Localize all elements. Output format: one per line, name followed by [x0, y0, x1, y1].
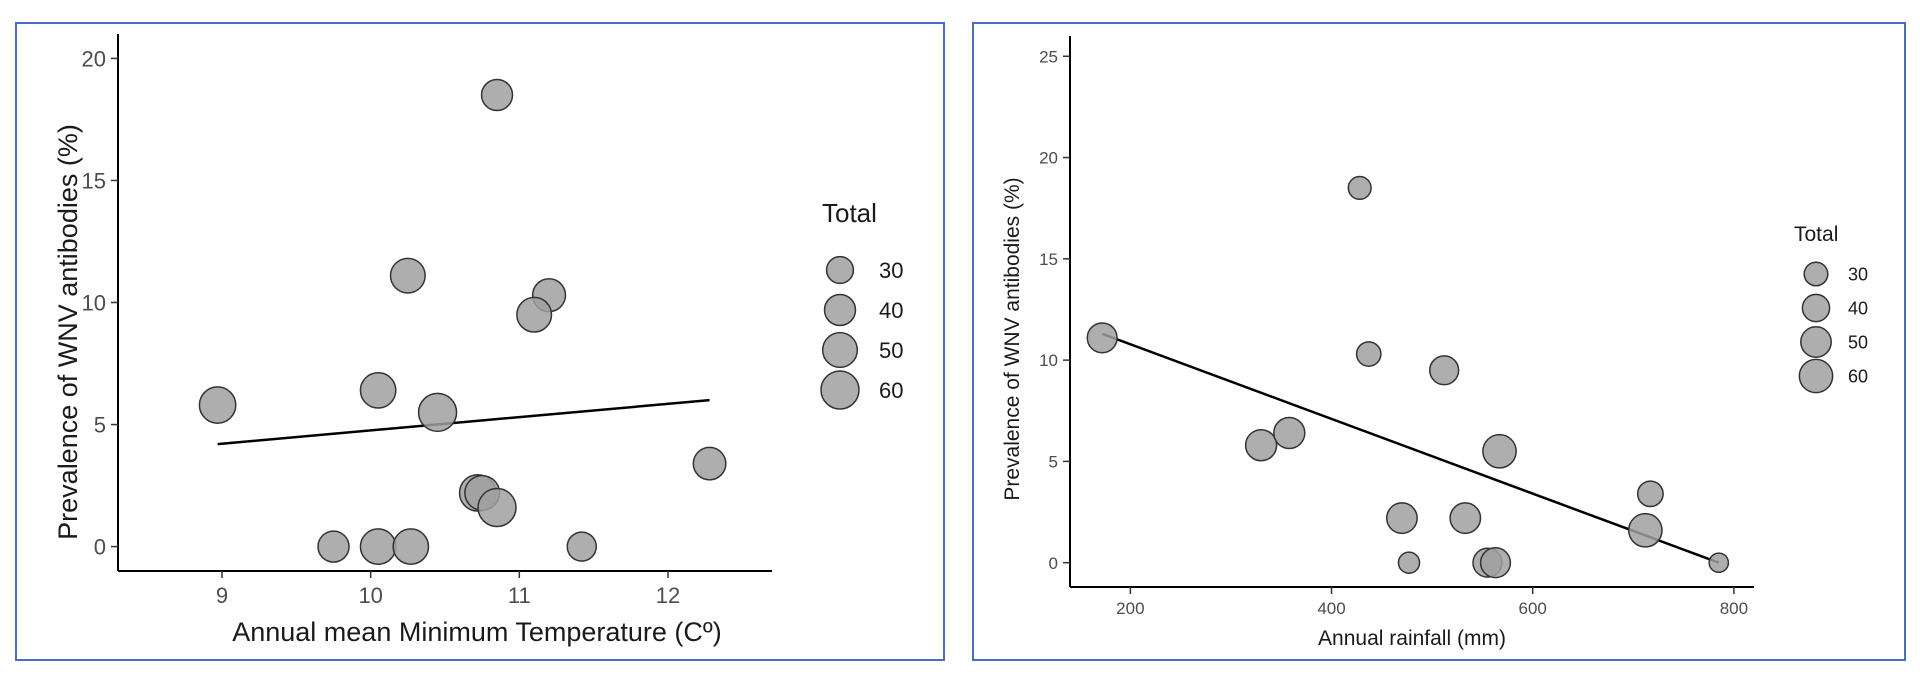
data-point	[1244, 428, 1278, 462]
data-point	[359, 371, 397, 409]
legend-symbol	[1800, 326, 1832, 358]
y-tick-label: 5	[94, 412, 106, 437]
data-point	[392, 528, 430, 566]
data-point	[1482, 433, 1517, 469]
x-tick-label: 200	[1116, 599, 1144, 618]
data-point	[477, 487, 517, 528]
y-tick-label: 20	[1039, 149, 1058, 168]
data-point	[1355, 341, 1382, 367]
legend-symbol	[825, 255, 855, 285]
data-point	[198, 386, 237, 424]
legend-symbol	[1801, 293, 1831, 323]
data-point	[359, 528, 397, 566]
data-point	[1347, 175, 1372, 201]
data-point	[417, 392, 458, 433]
legend-label: 50	[1848, 332, 1868, 352]
legend-symbol	[821, 331, 859, 369]
data-point	[1449, 502, 1482, 535]
x-axis-title: Annual rainfall (mm)	[1318, 627, 1506, 650]
legend-symbol	[1803, 261, 1829, 287]
legend-label: 40	[1848, 298, 1868, 318]
y-tick-label: 5	[1049, 453, 1058, 472]
legend-symbol	[820, 370, 860, 410]
y-tick-label: 10	[1039, 351, 1058, 370]
right-scatter-chart: Annual rainfall (mm) Prevalence of WNV a…	[1001, 36, 1868, 650]
y-tick-label: 10	[82, 290, 106, 315]
legend-title: Total	[822, 198, 877, 228]
data-point	[1708, 552, 1730, 574]
legend-label: 50	[879, 338, 903, 363]
data-point	[1627, 512, 1663, 548]
data-point	[1429, 355, 1460, 386]
right-chart-panel: Annual rainfall (mm) Prevalence of WNV a…	[972, 22, 1906, 661]
trend-line	[217, 398, 710, 446]
x-tick-label: 9	[216, 583, 228, 608]
data-point	[566, 531, 597, 562]
y-axis-title: Prevalence of WNV antibodies (%)	[53, 124, 83, 540]
legend-label: 30	[879, 258, 903, 283]
data-point	[1086, 322, 1118, 354]
left-scatter-chart: Annual mean Minimum Temperature (Cº) Pre…	[53, 34, 903, 647]
legend-label: 60	[1848, 366, 1868, 386]
data-point	[1273, 416, 1306, 450]
x-axis-title: Annual mean Minimum Temperature (Cº)	[232, 617, 722, 647]
data-point	[692, 446, 727, 481]
data-point	[480, 78, 514, 112]
y-tick-label: 15	[82, 168, 106, 193]
data-point	[1636, 480, 1664, 508]
x-tick-label: 800	[1720, 599, 1748, 618]
legend-title: Total	[1794, 223, 1838, 246]
data-point	[1397, 551, 1421, 574]
data-point	[1479, 547, 1512, 579]
legend-label: 60	[879, 378, 903, 403]
y-tick-label: 0	[1049, 554, 1058, 573]
legend-symbol	[1798, 358, 1834, 394]
legend-label: 30	[1848, 264, 1868, 284]
x-tick-label: 600	[1519, 599, 1547, 618]
data-point	[1385, 502, 1418, 535]
y-axis-title: Prevalence of WNV antibodies (%)	[1001, 177, 1024, 500]
y-tick-label: 20	[82, 46, 106, 71]
y-tick-label: 25	[1039, 47, 1058, 66]
data-point	[317, 530, 350, 563]
left-chart-panel: Annual mean Minimum Temperature (Cº) Pre…	[15, 22, 945, 661]
trend-line	[1101, 332, 1720, 564]
x-tick-label: 10	[358, 583, 382, 608]
legend-symbol	[823, 293, 857, 327]
x-tick-label: 12	[656, 583, 680, 608]
data-point	[389, 257, 426, 294]
y-tick-label: 15	[1039, 250, 1058, 269]
legend-label: 40	[879, 298, 903, 323]
data-point	[516, 296, 553, 333]
y-tick-label: 0	[94, 535, 106, 560]
x-tick-label: 11	[508, 583, 531, 608]
x-tick-label: 400	[1317, 599, 1345, 618]
